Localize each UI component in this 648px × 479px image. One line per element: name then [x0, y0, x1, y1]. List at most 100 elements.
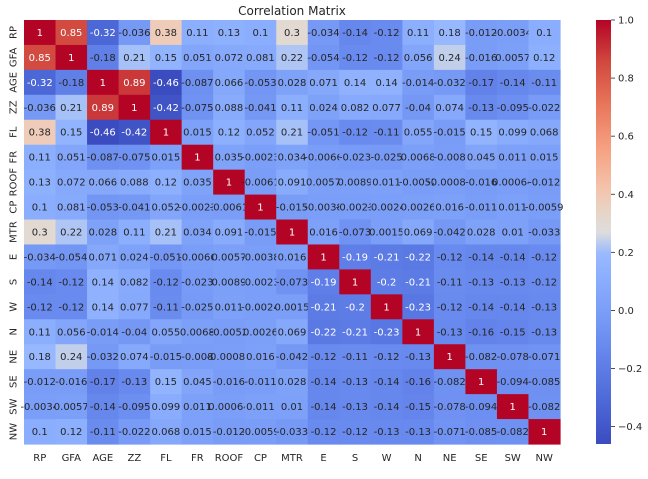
heatmap-cell [528, 244, 561, 271]
cell-value-label: -0.025 [181, 302, 213, 313]
x-tick-label: S [352, 453, 358, 464]
heatmap-cell [433, 244, 467, 271]
colorbar-tick-label: 0.8 [618, 74, 634, 85]
heatmap-cell [465, 20, 498, 46]
heatmap-cell [150, 44, 183, 71]
cell-value-label: 0.082 [341, 103, 370, 114]
heatmap-cell [339, 394, 372, 420]
cell-value-label: -0.015 [434, 128, 466, 139]
heatmap-cell [465, 369, 498, 395]
heatmap-cells: 1 0.85 -0.32 -0.036 0.38 0.11 0.13 0.1 0.3 -0.034… [20, 20, 564, 445]
cell-value-label: 0.052 [152, 203, 181, 214]
cell-value-label: -0.12 [531, 252, 557, 263]
cell-value-label: 0.015 [183, 128, 212, 139]
cell-value-label: 1 [194, 153, 200, 164]
heatmap-cell [402, 269, 435, 295]
heatmap-cell [402, 94, 435, 121]
cell-value-label: 1 [541, 427, 547, 438]
cell-value-label: -0.033 [276, 427, 308, 438]
heatmap-cell [339, 169, 372, 196]
cell-value-label: 1 [320, 252, 326, 263]
cell-value-label: -0.16 [405, 377, 431, 388]
cell-value-label: -0.46 [90, 128, 116, 139]
cell-value-label: 0.091 [215, 228, 244, 239]
cell-value-label: 0.0068 [180, 327, 215, 338]
heatmap-cell [402, 194, 435, 221]
heatmap-cell [496, 20, 530, 46]
cell-value-label: -0.12 [311, 427, 337, 438]
cell-value-label: 0.035 [183, 178, 212, 189]
heatmap-cell [55, 44, 88, 71]
cell-value-label: -0.051 [307, 128, 339, 139]
cell-value-label: 0.0026 [243, 327, 278, 338]
heatmap-cell [118, 369, 151, 395]
heatmap-cell [370, 219, 403, 246]
heatmap-cell [370, 169, 403, 196]
cell-value-label: -0.21 [311, 302, 337, 313]
heatmap-cell [55, 144, 88, 171]
cell-value-label: -0.14 [90, 402, 116, 413]
cell-value-label: 0.18 [29, 352, 51, 363]
heatmap-cell [528, 269, 561, 295]
heatmap-cell [339, 369, 372, 395]
heatmap-cell [465, 294, 498, 320]
cell-value-label: 0.0089 [338, 178, 373, 189]
heatmap-cell [370, 269, 403, 295]
colorbar-tick-label: −0.2 [618, 364, 642, 375]
cell-value-label: -0.12 [437, 252, 463, 263]
heatmap-cell [496, 219, 530, 246]
heatmap-cell [150, 219, 183, 246]
heatmap-cell [402, 369, 435, 395]
heatmap-cell [307, 169, 340, 196]
cell-value-label: -0.0024 [367, 203, 406, 214]
heatmap-cell [528, 394, 561, 420]
heatmap-cell [276, 94, 309, 121]
cell-value-label: -0.022 [528, 103, 560, 114]
cell-value-label: -0.13 [500, 277, 526, 288]
cell-value-label: -0.13 [437, 327, 463, 338]
heatmap-cell [150, 269, 183, 295]
heatmap-cell [528, 419, 561, 445]
heatmap-cell [433, 94, 467, 121]
cell-value-label: 0.14 [375, 78, 397, 89]
heatmap-cell [87, 244, 120, 271]
heatmap-cell [244, 144, 277, 171]
heatmap-cell [528, 169, 561, 196]
heatmap-cell [402, 119, 435, 146]
cell-value-label: -0.051 [150, 252, 182, 263]
cell-value-label: -0.23 [374, 327, 400, 338]
cell-value-label: 0.1 [32, 203, 48, 214]
heatmap-cell [55, 194, 88, 221]
cell-value-label: -0.12 [437, 302, 463, 313]
heatmap-cell [55, 419, 88, 445]
heatmap-cell [496, 119, 530, 146]
cell-value-label: -0.0052 [399, 178, 438, 189]
colorbar-tick-label: 1.0 [618, 16, 634, 27]
heatmap-cell [24, 294, 57, 320]
y-tick-label: NW [9, 423, 20, 440]
heatmap-cell [55, 169, 88, 196]
y-tick-label: CP [9, 201, 20, 214]
heatmap-cell [496, 269, 530, 295]
cell-value-label: -0.095 [497, 103, 529, 114]
heatmap-cell [244, 269, 277, 295]
heatmap-cell [213, 194, 246, 221]
cell-value-label: -0.078 [497, 352, 529, 363]
cell-value-label: -0.11 [437, 277, 463, 288]
cell-value-label: -0.21 [374, 252, 400, 263]
cell-value-label: 0.0057 [54, 402, 89, 413]
heatmap-cell [528, 94, 561, 121]
heatmap-cell [87, 294, 120, 320]
heatmap-cell [150, 194, 183, 221]
heatmap-cell [118, 69, 151, 96]
heatmap-cell [433, 194, 467, 221]
heatmap-cell [465, 169, 498, 196]
heatmap-cell [55, 369, 88, 395]
cell-value-label: 0.069 [404, 228, 433, 239]
heatmap-cell [465, 394, 498, 420]
cell-value-label: -0.034 [307, 28, 339, 39]
cell-value-label: 0.11 [281, 103, 303, 114]
cell-value-label: -0.12 [58, 277, 84, 288]
heatmap-cell [55, 294, 88, 320]
heatmap-cell [496, 319, 530, 345]
